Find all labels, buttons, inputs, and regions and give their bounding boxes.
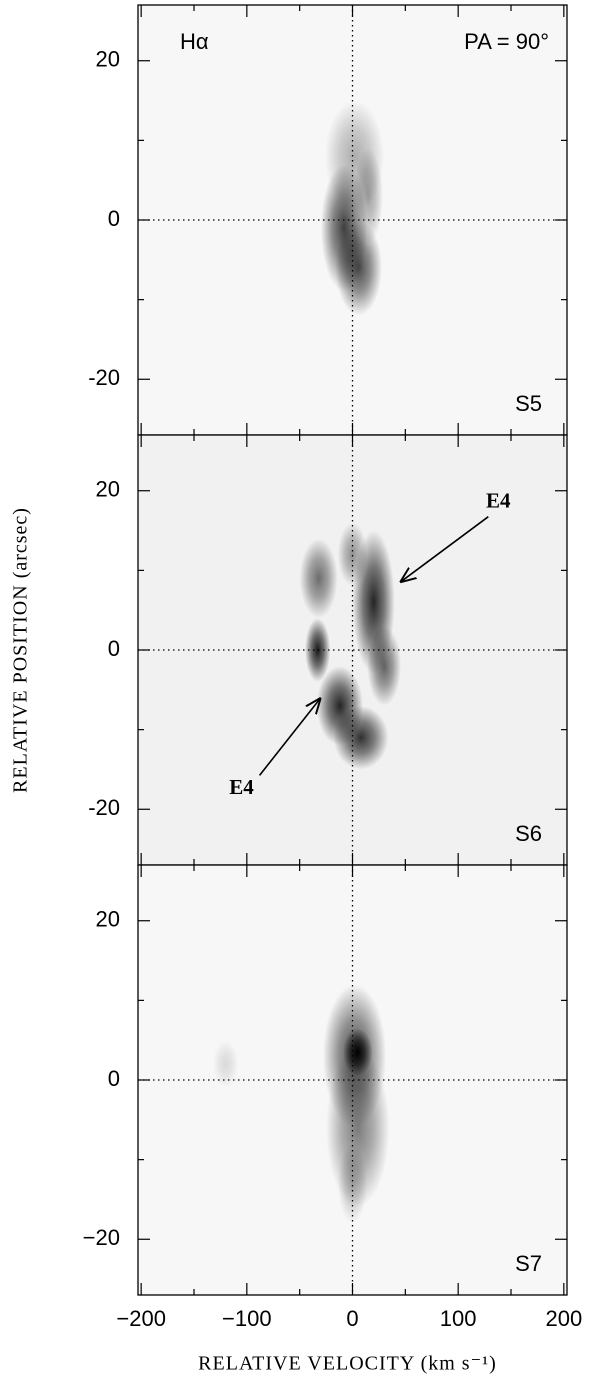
arrow xyxy=(400,516,489,583)
x-tick-label: 200 xyxy=(545,1306,582,1331)
x-tick-label: −100 xyxy=(222,1306,272,1331)
line-label: Hα xyxy=(180,29,209,54)
y-tick-label: -20 xyxy=(88,365,120,390)
panel-label: S5 xyxy=(515,391,542,416)
y-tick-label: 20 xyxy=(96,907,120,932)
annotation: E4 xyxy=(486,488,511,512)
emission xyxy=(353,148,384,244)
y-tick-label: 0 xyxy=(108,1066,120,1091)
emission xyxy=(335,220,383,316)
emission xyxy=(299,538,338,619)
emission xyxy=(304,618,331,682)
emission xyxy=(213,1040,239,1088)
x-tick-label: 0 xyxy=(346,1306,358,1331)
arrow xyxy=(258,698,321,776)
annotation: E4 xyxy=(229,775,254,799)
x-axis-label: RELATIVE VELOCITY (km s⁻¹) xyxy=(198,1353,497,1375)
emission xyxy=(337,1143,368,1224)
emission xyxy=(337,522,368,587)
panel-label: S7 xyxy=(515,1251,542,1276)
pa-label: PA = 90° xyxy=(464,29,549,54)
y-tick-label: 0 xyxy=(108,636,120,661)
x-tick-label: −200 xyxy=(116,1306,166,1331)
y-tick-label: -20 xyxy=(88,795,120,820)
x-tick-label: 100 xyxy=(440,1306,477,1331)
emission xyxy=(367,626,402,706)
emission xyxy=(333,705,389,770)
y-tick-label: 0 xyxy=(108,206,120,231)
y-tick-label: 20 xyxy=(96,47,120,72)
panel-label: S6 xyxy=(515,821,542,846)
y-axis-label: RELATIVE POSITION (arcsec) xyxy=(10,507,32,793)
y-tick-label: −20 xyxy=(83,1225,120,1250)
y-tick-label: 20 xyxy=(96,477,120,502)
